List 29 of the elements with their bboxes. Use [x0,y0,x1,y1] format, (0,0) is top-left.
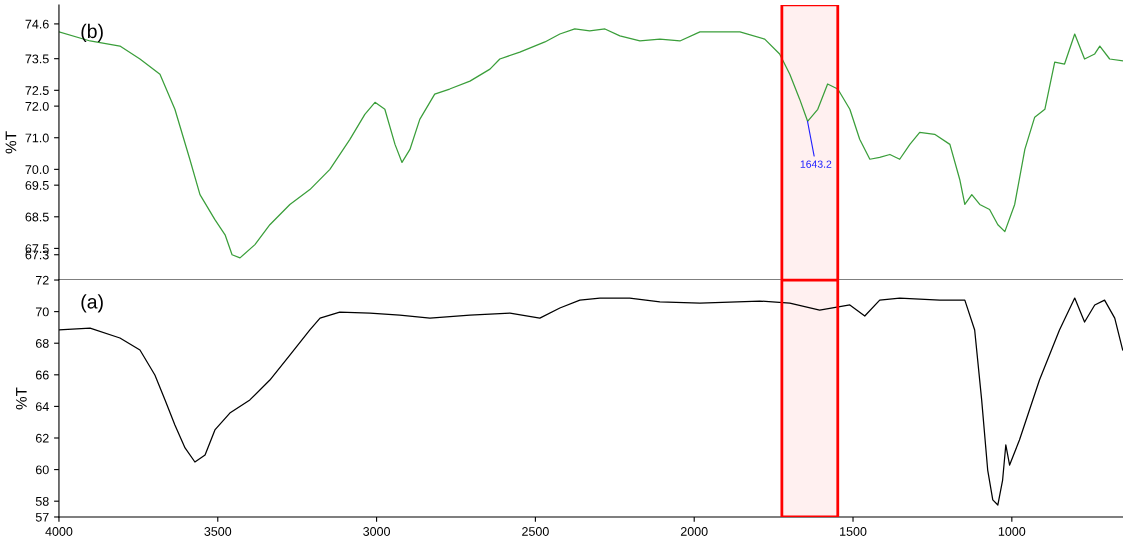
y-axis-title: %T [16,387,27,410]
y-tick-label: 66 [35,370,49,380]
y-tick-label: 64 [35,402,49,412]
x-tick-label: 1000 [998,527,1026,536]
y-tick-label: 60 [35,465,49,475]
y-tick-label: 72 [35,275,49,285]
y-tick-label: 72.0 [25,101,49,111]
y-tick-label: 69.5 [25,180,49,190]
x-tick-label: 3000 [363,527,390,536]
y-tick-label: 74.6 [25,19,49,29]
y-tick-label: 70 [35,307,49,317]
y-tick-label: 68 [35,339,49,348]
x-tick-label: 3500 [204,527,232,536]
x-tick-label: 4000 [45,527,73,536]
y-tick-label: 71.0 [25,133,49,143]
x-tick-label: 1500 [840,527,867,536]
y-tick-label: 70.0 [25,165,49,175]
x-tick-label: 2500 [522,527,549,536]
annotation: (b) [81,23,103,42]
annotation: (a) [81,294,103,313]
y-axis-title: %T [5,131,17,154]
y-tick-label: 68.5 [25,212,49,222]
x-tick-label: 2000 [680,527,708,536]
y-tick-label: 73.5 [25,54,49,64]
y-tick-label: 57 [35,512,49,522]
y-tick-label: 72.5 [25,86,49,95]
y-tick-label: 58 [35,496,49,506]
annotation: 1643.2 [800,160,832,168]
y-tick-label: 62 [35,433,49,443]
